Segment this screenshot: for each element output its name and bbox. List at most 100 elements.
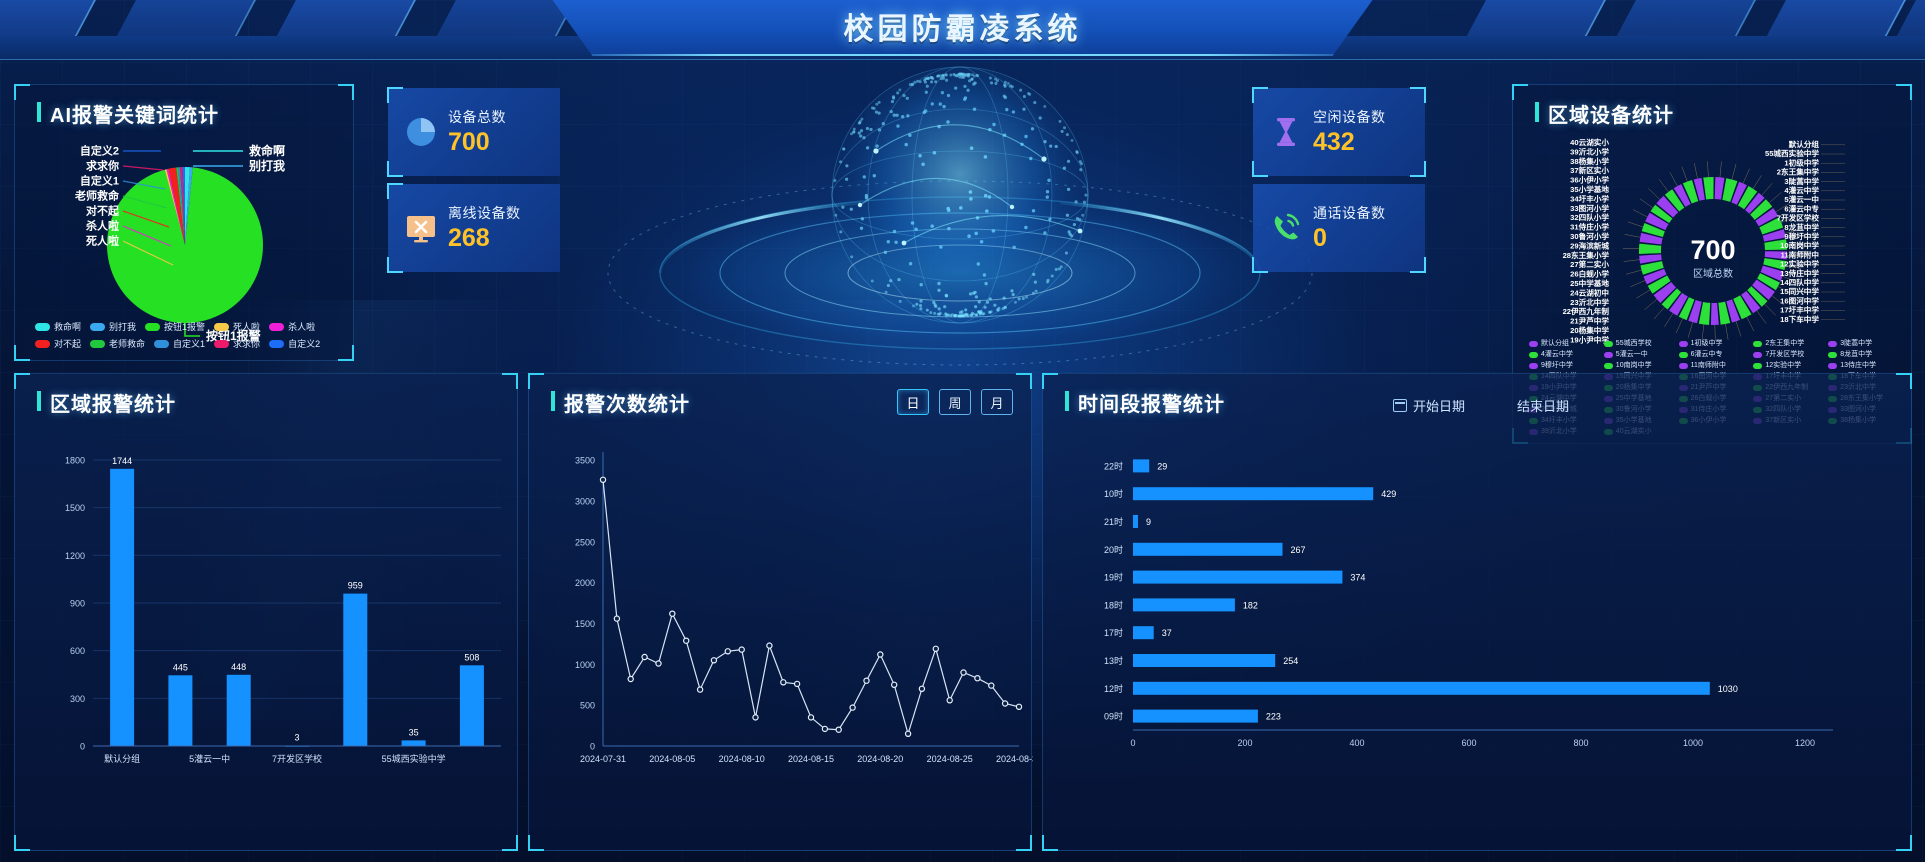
legend-item[interactable]: 13侍庄中学 <box>1828 360 1903 371</box>
bar <box>1133 542 1283 556</box>
donut-callout-label: 1初级中学 <box>1784 157 1819 167</box>
panel-title-area-alarms: 区域报警统计 <box>37 388 176 417</box>
range-option-day[interactable]: 日 <box>897 389 929 415</box>
bar-value-label: 223 <box>1266 712 1281 722</box>
legend-item[interactable]: 自定义1 <box>154 337 205 350</box>
legend-item[interactable]: 杀人啦 <box>269 320 315 333</box>
legend-item[interactable]: 2东王集中学 <box>1753 338 1828 349</box>
kpi-value: 0 <box>1313 224 1327 253</box>
donut-slice <box>1737 186 1758 210</box>
corner-accent <box>14 84 30 100</box>
corner-accent <box>387 183 403 199</box>
donut-callout-label: 38杨集小学 <box>1570 156 1609 166</box>
legend-swatch <box>1828 362 1838 369</box>
line-point <box>627 675 634 683</box>
kpi-value: 432 <box>1313 128 1355 157</box>
bar <box>459 665 484 746</box>
legend-label: 求求你 <box>233 339 261 349</box>
legend-item[interactable]: 死人啦 <box>214 320 260 333</box>
legend-item[interactable]: 默认分组 <box>1529 338 1604 349</box>
x-axis-label: 2024-08-05 <box>649 754 695 764</box>
legend-item[interactable]: 3陡蒿中学 <box>1828 338 1903 349</box>
legend-swatch <box>1753 362 1763 369</box>
donut-slice <box>1757 273 1780 291</box>
legend-item[interactable]: 对不起 <box>35 337 81 350</box>
line-point <box>641 653 648 661</box>
donut-slice <box>1669 292 1688 316</box>
x-axis-label: 7开发区学校 <box>272 753 322 764</box>
bar <box>226 674 251 746</box>
area-alarms-bar-chart: 1800 1500 1200 900 600 300 0 1744 445 448 3 959 35 50… <box>65 455 501 764</box>
corner-accent <box>387 161 403 177</box>
legend-label: 10南岗中学 <box>1615 362 1652 369</box>
kpi-card-in-call-devices[interactable]: 通话设备数 0 <box>1252 184 1426 273</box>
x-axis-tick: 400 <box>1349 738 1364 748</box>
pie-chart-icon <box>404 115 438 149</box>
legend-swatch <box>1603 362 1613 369</box>
legend-item[interactable]: 老师救命 <box>90 337 145 350</box>
legend-item[interactable]: 1初级中学 <box>1678 338 1754 349</box>
donut-callout-label: 23沂北中学 <box>1570 297 1609 307</box>
legend-label: 9穆圩中学 <box>1541 362 1573 369</box>
corner-accent <box>387 87 403 103</box>
legend-item[interactable]: 9穆圩中学 <box>1529 360 1604 371</box>
legend-item[interactable]: 7开发区学校 <box>1753 349 1828 360</box>
legend-item[interactable]: 55城西学校 <box>1603 338 1679 349</box>
period-alarms-bar-chart: 22时 29 10时 429 21时 9 20时 267 19时 374 18时 182 17时 37 13… <box>1104 459 1833 748</box>
alarm-counts-range-selector[interactable]: 日 周 月 <box>897 389 1013 415</box>
kpi-label: 空闲设备数 <box>1313 109 1386 126</box>
legend-label: 自定义1 <box>173 339 206 349</box>
legend-swatch <box>269 322 285 331</box>
bar-value-label: 29 <box>1157 461 1167 471</box>
donut-callout-label: 29海滨新城 <box>1570 240 1609 250</box>
x-axis-label: 2024-07-31 <box>580 754 626 764</box>
legend-swatch <box>1603 351 1613 358</box>
end-date-field[interactable]: 结束日期 <box>1517 399 1570 414</box>
phone-call-icon <box>1269 211 1303 245</box>
pie-slice <box>168 167 185 245</box>
bar <box>1133 487 1374 501</box>
legend-item[interactable]: 4灌云中学 <box>1529 349 1604 360</box>
legend-label: 4灌云中学 <box>1541 351 1573 358</box>
panel-title-alarm-counts: 报警次数统计 <box>551 388 690 417</box>
corner-accent <box>1410 257 1426 273</box>
start-date-field[interactable]: 开始日期 <box>1413 399 1466 414</box>
legend-item[interactable]: 求求你 <box>214 337 260 350</box>
legend-item[interactable]: 自定义2 <box>269 337 320 350</box>
legend-item[interactable]: 8龙苴中学 <box>1828 349 1903 360</box>
donut-callout-label: 27第二实小 <box>1570 259 1609 269</box>
donut-slice <box>1710 302 1719 326</box>
donut-center-label: 区域总数 <box>1693 267 1733 280</box>
legend-item[interactable]: 按钮1报警 <box>145 320 205 333</box>
kpi-card-offline-devices[interactable]: 离线设备数 268 <box>387 183 560 273</box>
line-point <box>821 725 829 733</box>
line-point <box>738 646 745 653</box>
line-point <box>724 648 731 655</box>
line-point <box>988 682 995 689</box>
bar <box>1133 654 1276 667</box>
line-point <box>599 476 607 484</box>
range-option-month[interactable]: 月 <box>981 389 1013 415</box>
range-option-week[interactable]: 周 <box>939 389 971 415</box>
legend-item[interactable]: 救命啊 <box>35 320 81 333</box>
kpi-card-total-devices[interactable]: 设备总数 700 <box>387 87 560 177</box>
x-axis-tick: 1000 <box>1683 738 1703 748</box>
kpi-card-idle-devices[interactable]: 空闲设备数 432 <box>1252 87 1426 177</box>
legend-item[interactable]: 5灌云一中 <box>1603 349 1679 360</box>
bar-value-label: 9 <box>1146 517 1151 527</box>
category-label: 20时 <box>1104 544 1123 555</box>
legend-item[interactable]: 别打我 <box>90 320 136 333</box>
period-date-range-picker[interactable]: 开始日期 结束日期 <box>1393 396 1569 415</box>
legend-item[interactable]: 12实验中学 <box>1753 360 1828 371</box>
legend-item[interactable]: 10南岗中学 <box>1603 360 1679 371</box>
category-label: 10时 <box>1104 488 1123 499</box>
legend-swatch <box>35 339 50 348</box>
corner-accent <box>1252 161 1268 177</box>
legend-swatch <box>1529 351 1538 358</box>
legend-swatch <box>214 339 230 348</box>
donut-slice <box>1650 204 1673 224</box>
legend-item[interactable]: 6灌云中专 <box>1678 349 1754 360</box>
page-header: 校园防霸凌系统 <box>0 0 1925 60</box>
legend-item[interactable]: 11南师附中 <box>1678 360 1754 371</box>
corner-accent <box>1016 373 1032 389</box>
